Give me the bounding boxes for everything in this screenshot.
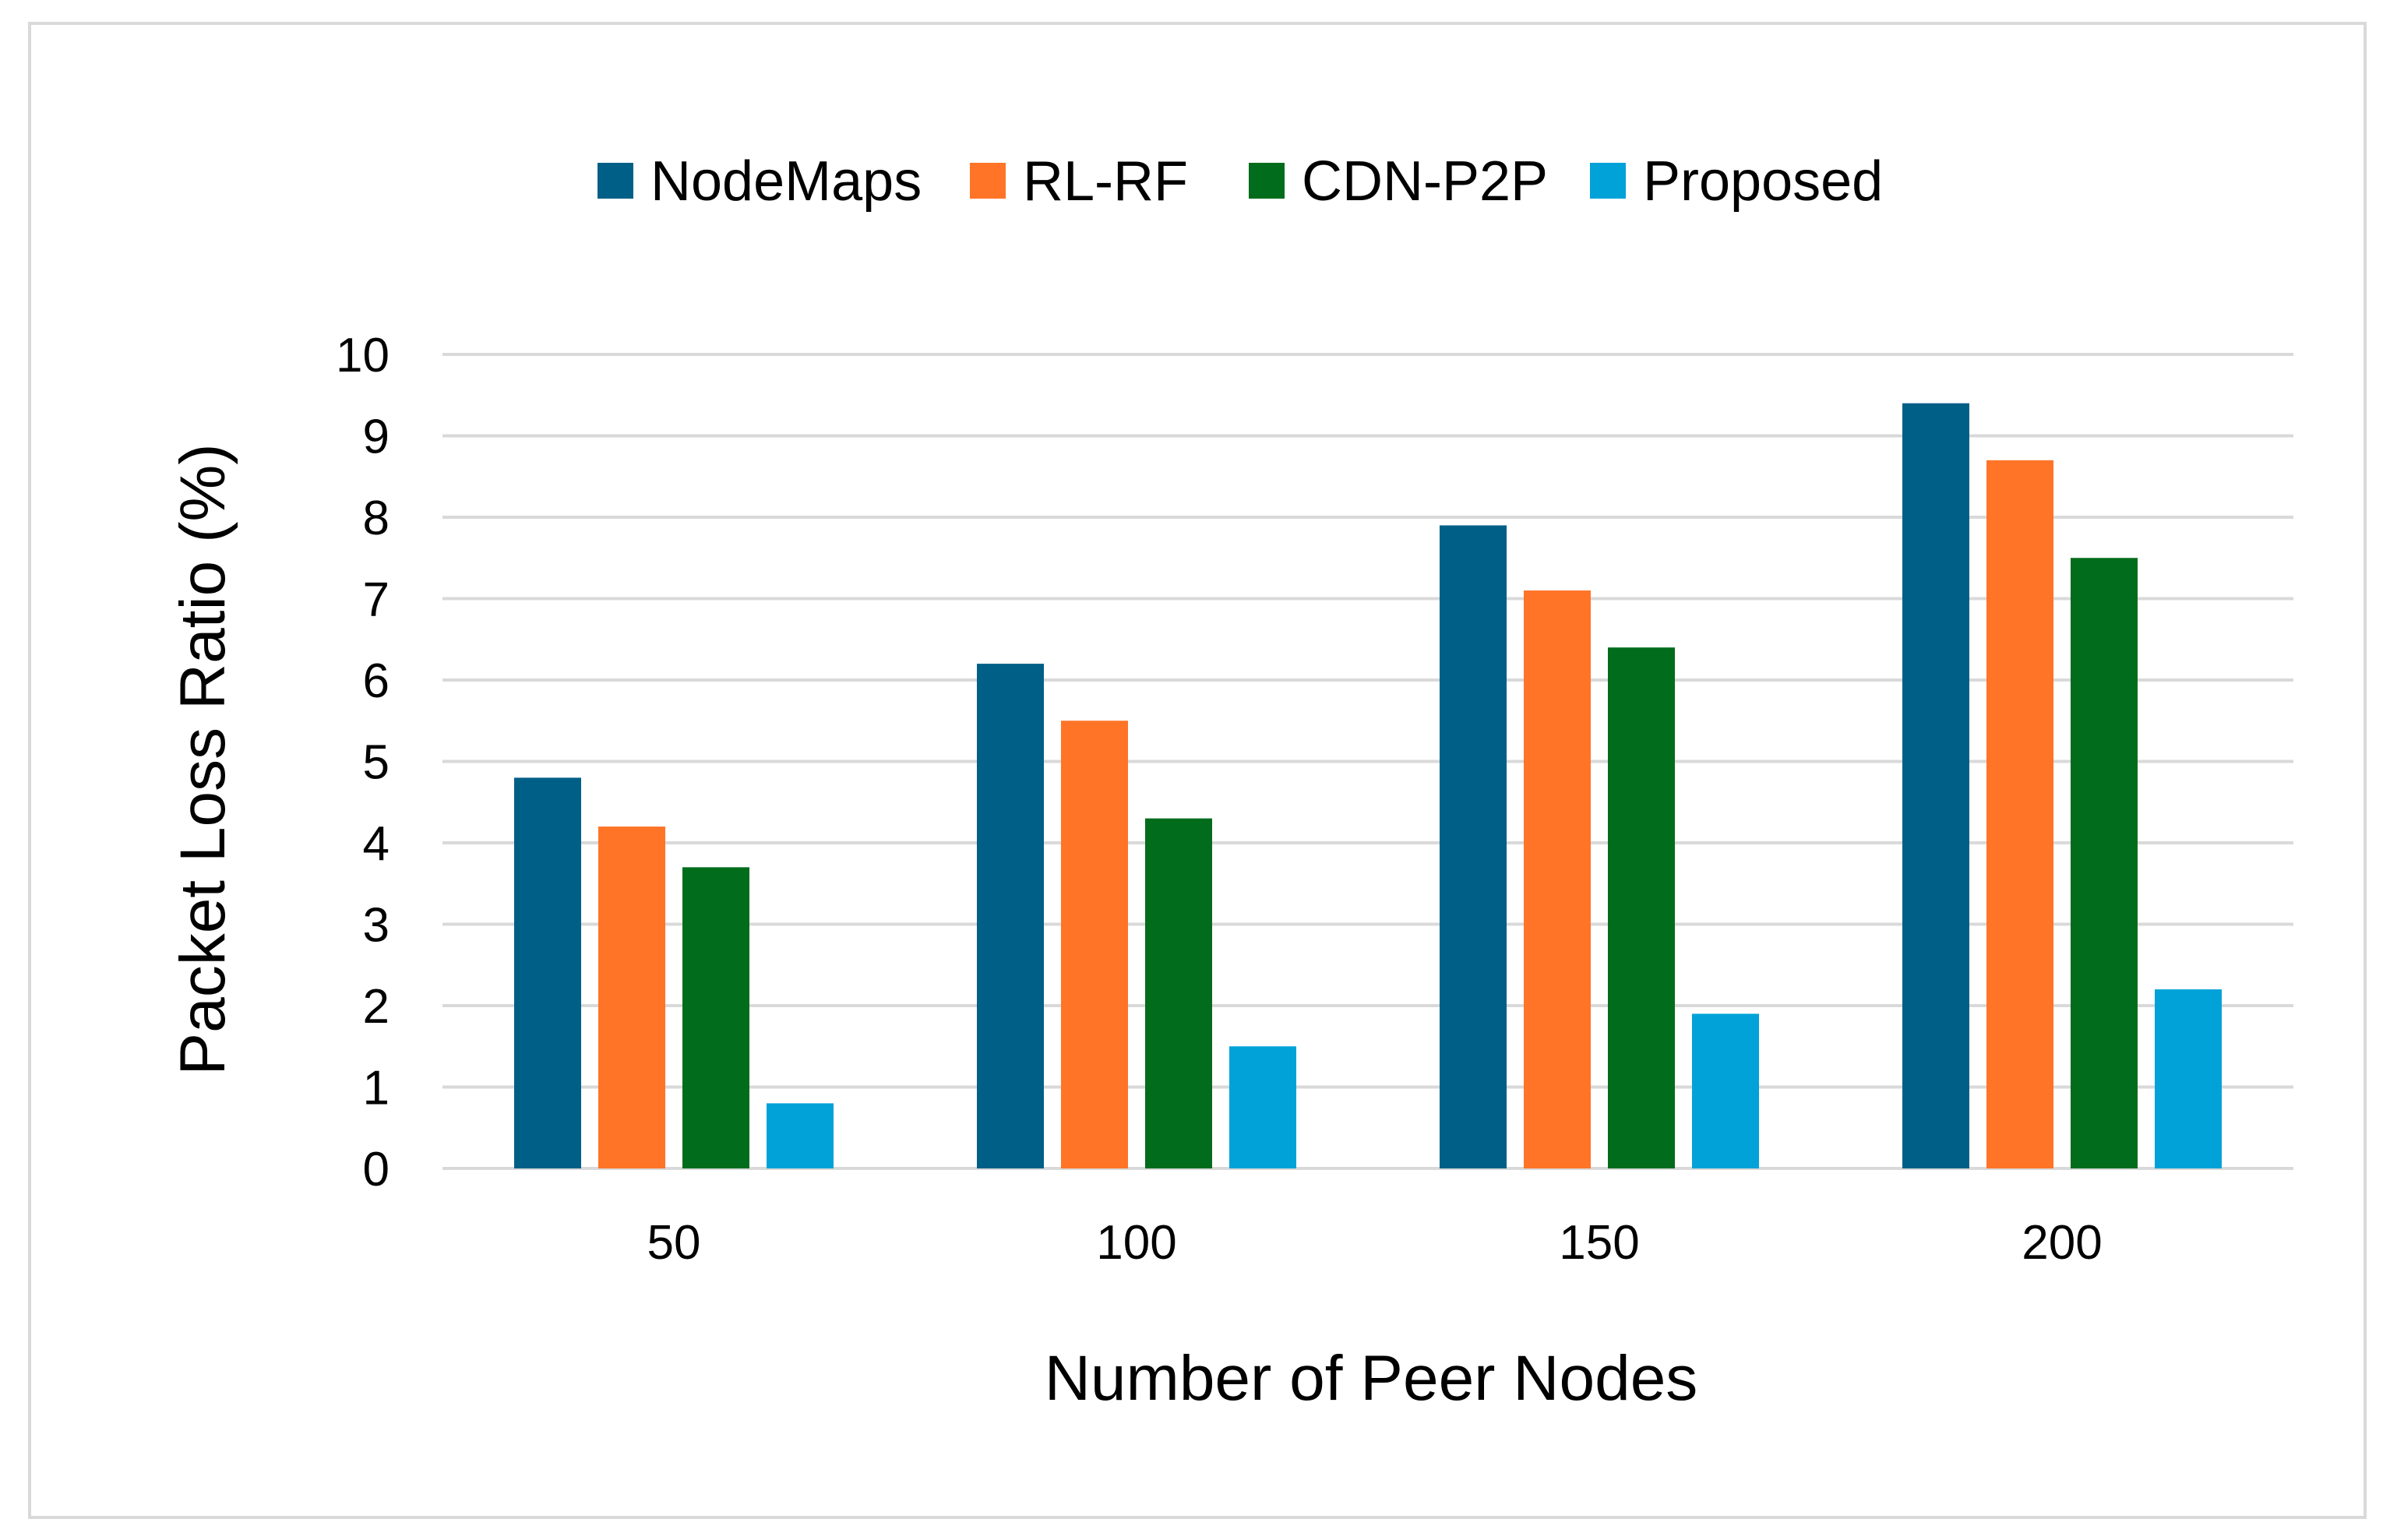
legend-label-rl-rf: RL-RF — [1023, 150, 1188, 213]
bar-rl-rf-50 — [598, 826, 665, 1168]
legend-label-proposed: Proposed — [1643, 150, 1883, 213]
bar-proposed-50 — [767, 1103, 834, 1168]
gridlines — [442, 353, 2293, 1170]
y-tick-label: 6 — [363, 654, 390, 708]
bar-nodemaps-100 — [977, 664, 1044, 1168]
bars — [514, 403, 2222, 1168]
y-tick-label: 10 — [336, 329, 390, 382]
legend-swatch-proposed — [1590, 163, 1626, 199]
bar-proposed-150 — [1692, 1013, 1759, 1168]
legend-swatch-nodemaps — [598, 163, 633, 199]
x-tick-label: 200 — [2022, 1216, 2102, 1270]
y-tick-label: 2 — [363, 980, 390, 1034]
legend-swatch-cdn-p2p — [1249, 163, 1285, 199]
bar-cdn-p2p-150 — [1608, 647, 1675, 1168]
x-tick-labels: 50 100 150 200 — [647, 1216, 2103, 1270]
bar-rl-rf-100 — [1061, 721, 1128, 1168]
bar-rl-rf-200 — [1986, 460, 2053, 1168]
bar-rl-rf-150 — [1524, 590, 1591, 1168]
x-axis-title: Number of Peer Nodes — [1045, 1343, 1698, 1414]
x-tick-label: 50 — [647, 1216, 701, 1270]
chart-frame — [28, 22, 2367, 1519]
bar-cdn-p2p-100 — [1145, 818, 1212, 1168]
legend-label-nodemaps: NodeMaps — [650, 150, 922, 213]
y-tick-label: 0 — [363, 1143, 390, 1196]
legend-swatch-rl-rf — [970, 163, 1006, 199]
bar-cdn-p2p-50 — [682, 867, 749, 1168]
legend-label-cdn-p2p: CDN-P2P — [1302, 150, 1548, 213]
bar-nodemaps-50 — [514, 777, 581, 1168]
y-tick-label: 9 — [363, 411, 390, 464]
bar-nodemaps-200 — [1902, 403, 1969, 1168]
x-tick-label: 100 — [1096, 1216, 1176, 1270]
legend: NodeMaps RL-RF CDN-P2P Proposed — [598, 150, 1883, 213]
y-tick-labels: 0 1 2 3 4 5 6 7 8 9 10 — [336, 329, 390, 1196]
x-tick-label: 150 — [1559, 1216, 1639, 1270]
y-tick-label: 1 — [363, 1062, 390, 1115]
y-axis-title: Packet Loss Ratio (%) — [167, 443, 238, 1075]
y-tick-label: 3 — [363, 899, 390, 953]
y-tick-label: 8 — [363, 492, 390, 545]
y-tick-label: 5 — [363, 736, 390, 790]
y-tick-label: 4 — [363, 817, 390, 871]
bar-proposed-100 — [1229, 1046, 1296, 1168]
y-tick-label: 7 — [363, 573, 390, 627]
bar-nodemaps-150 — [1440, 525, 1507, 1168]
bar-cdn-p2p-200 — [2071, 558, 2138, 1168]
bar-proposed-200 — [2155, 989, 2222, 1168]
